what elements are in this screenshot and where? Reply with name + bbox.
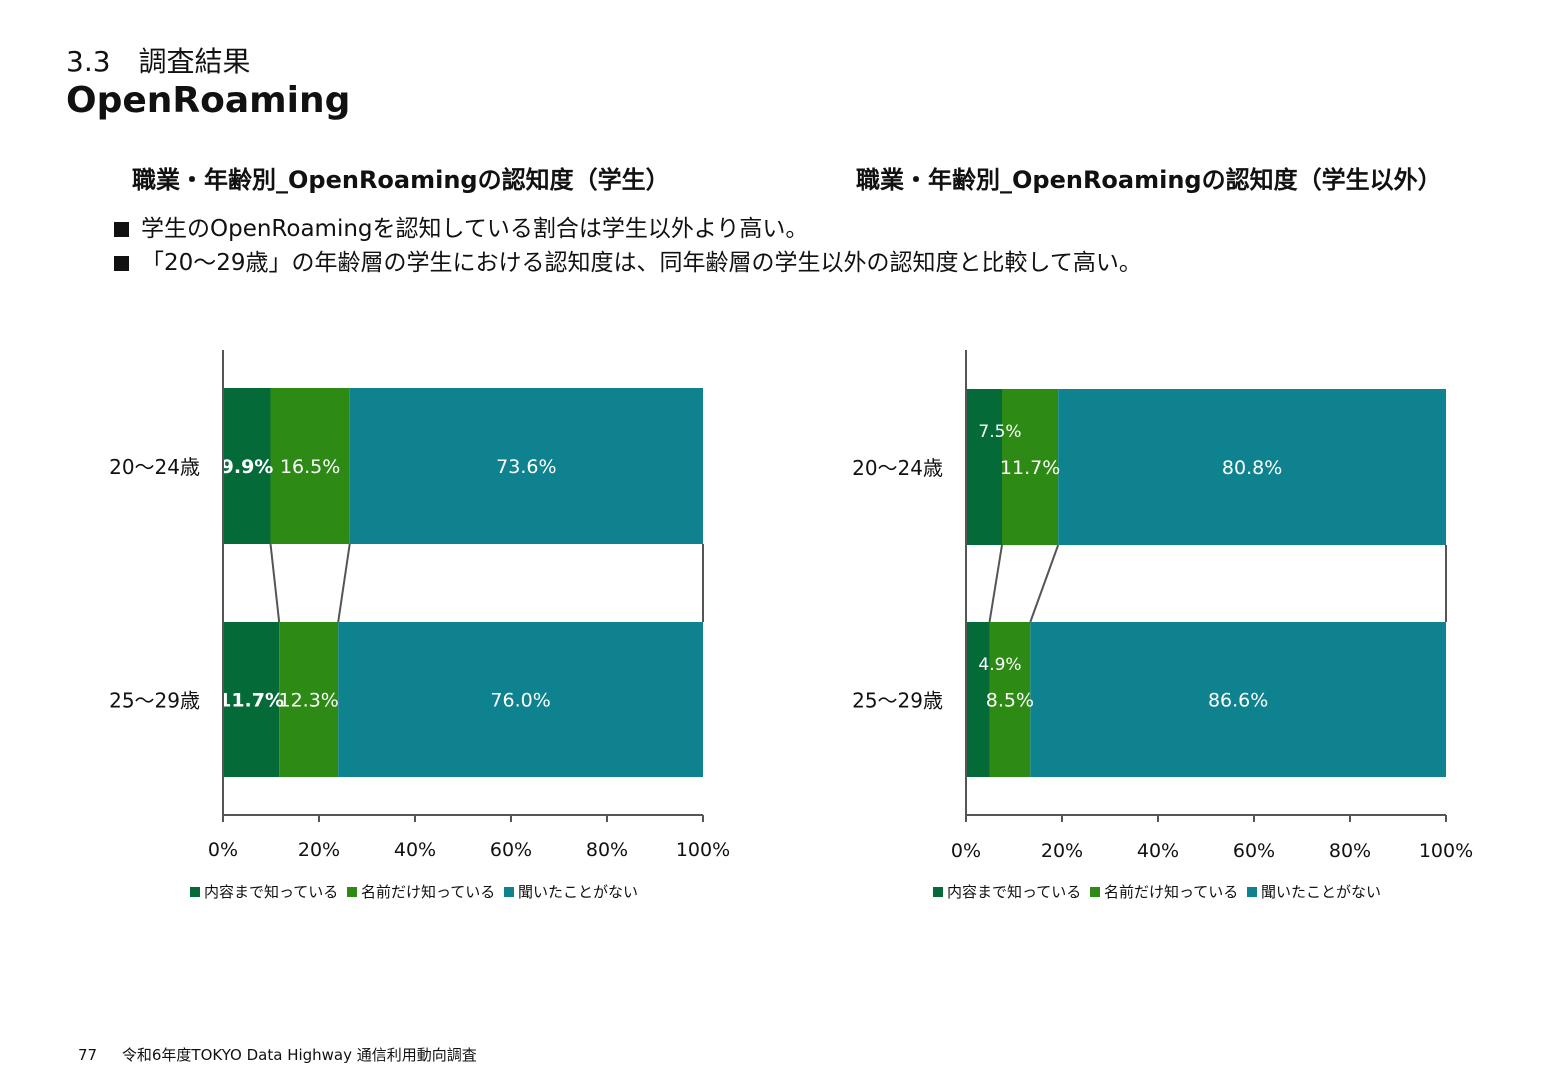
data-label: 4.9% [978,655,1021,675]
chart-group-non-students: 20～24歳 25～29歳 7.5% 11.7% 80.8% 4.9% 8.5% 86.6% 0… [852,350,1473,901]
x-tick-label: 40% [394,839,436,861]
series-line [988,544,1003,623]
chart-group-students: 20～24歳 25～29歳 9.9% 16.5% 73.6% 11.7%12.3% 76.0… [109,350,730,901]
data-label: 8.5% [986,690,1034,712]
x-tick-label: 0% [951,840,981,862]
section-label: 3.3 調査結果 [66,45,251,78]
chart-title-non-students: 職業・年齢別_OpenRoamingの認知度（学生以外） [856,166,1442,194]
bullet-item: 学生のOpenRoamingを認知している割合は学生以外より高い。 [114,212,1142,246]
footer: 77 令和6年度TOKYO Data Highway 通信利用動向調査 [78,1044,477,1065]
legend-swatch [504,887,514,897]
category-label: 20～24歳 [109,455,200,479]
bar-segment [338,622,703,777]
legend-swatch [190,887,200,897]
series-line [337,543,351,623]
data-label: 16.5% [280,456,340,478]
bullet-text: 「20～29歳」の年齢層の学生における認知度は、同年齢層の学生以外の認知度と比較… [141,250,1142,276]
bar-segment [349,388,703,544]
bar-segment [966,622,990,777]
footer-text: 令和6年度TOKYO Data Highway 通信利用動向調査 [121,1046,477,1064]
data-label: 9.9% [221,456,274,478]
legend-label: 内容まで知っている [947,883,1081,901]
bar-segment [1030,622,1446,777]
data-label: 76.0% [490,690,550,712]
bar-segment [223,622,280,777]
data-label: 86.6% [1208,690,1268,712]
x-tick-label: 80% [586,839,628,861]
page-number: 77 [78,1046,98,1064]
bar-segment [1058,389,1446,545]
bullet-square-icon [114,221,129,237]
x-tick-label: 60% [1233,840,1275,862]
legend-label: 聞いたことがない [1261,883,1381,901]
data-label: 11.7% [1000,457,1060,479]
legend-swatch [1247,887,1257,897]
legend-swatch [347,887,357,897]
bar-segment [966,389,1002,545]
bar-segment [279,622,339,777]
data-label: 7.5% [978,422,1021,442]
data-label: 80.8% [1222,457,1282,479]
data-label: 11.7% [218,690,284,712]
x-tick-label: 20% [1041,840,1083,862]
legend-swatch [1090,887,1100,897]
series-line [269,543,281,623]
legend-label: 名前だけ知っている [1104,883,1238,901]
bullet-square-icon [114,255,129,271]
series-line [1029,544,1060,623]
category-label: 25～29歳 [852,689,943,713]
page-title: OpenRoaming [66,80,351,121]
bar-segment [1002,389,1059,545]
chart-title-students: 職業・年齢別_OpenRoamingの認知度（学生） [132,166,670,194]
data-label: 12.3% [279,690,339,712]
category-label: 25～29歳 [109,689,200,713]
bar-segment [270,388,350,544]
x-tick-label: 0% [208,839,238,861]
x-tick-label: 80% [1329,840,1371,862]
legend-label: 聞いたことがない [518,883,638,901]
x-tick-label: 40% [1137,840,1179,862]
x-tick-label: 100% [676,839,730,861]
bullet-item: 「20～29歳」の年齢層の学生における認知度は、同年齢層の学生以外の認知度と比較… [114,246,1142,280]
category-label: 20～24歳 [852,456,943,480]
bar-segment [989,622,1031,777]
x-tick-label: 60% [490,839,532,861]
summary-bullets: 学生のOpenRoamingを認知している割合は学生以外より高い。 「20～29… [114,212,1142,280]
x-tick-label: 20% [298,839,340,861]
legend-swatch [933,887,943,897]
bar-segment [223,388,271,544]
data-label: 73.6% [496,456,556,478]
x-tick-label: 100% [1419,840,1473,862]
legend-label: 内容まで知っている [204,883,338,901]
bullet-text: 学生のOpenRoamingを認知している割合は学生以外より高い。 [141,216,809,242]
legend-label: 名前だけ知っている [361,883,495,901]
